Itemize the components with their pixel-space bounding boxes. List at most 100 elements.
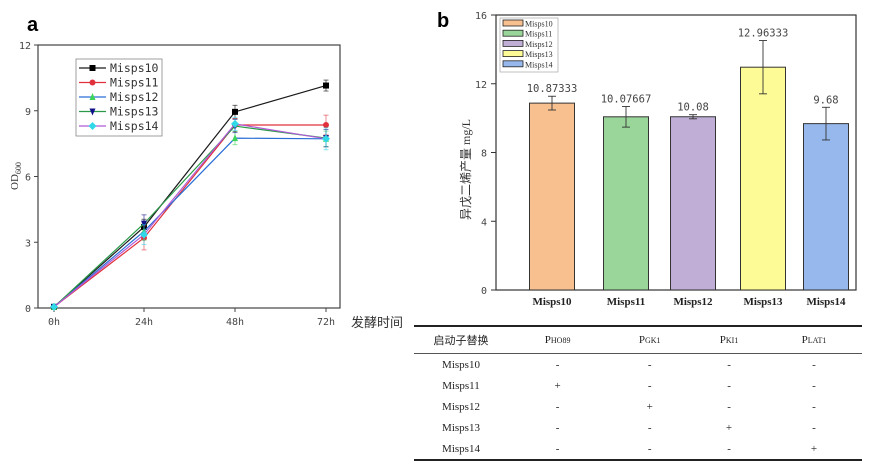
value-label: 10.08 [677, 102, 709, 114]
legend-swatch [502, 29, 524, 37]
y-axis-label-main: OD [9, 174, 21, 190]
table-header-row: 启动子替换 PHO89 PGK1 PKI1 PLAT1 [414, 326, 862, 354]
table-header-col: PGK1 [607, 326, 693, 354]
x-tick-label: Misps11 [607, 296, 646, 308]
table-row: Misps13 - - + - [414, 417, 862, 438]
table-header-col: PKI1 [692, 326, 766, 354]
row-cell: - [647, 442, 652, 455]
data-point [322, 134, 330, 143]
table-header-col: PHO89 [508, 326, 608, 354]
bar-misps11 [603, 116, 649, 291]
data-point [232, 134, 238, 142]
y-tick-label: 3 [25, 238, 31, 249]
series-line [53, 137, 327, 308]
data-point [231, 119, 239, 128]
x-tick-label: 0h [48, 317, 60, 328]
value-label: 9.68 [813, 94, 838, 106]
row-cell: - [812, 400, 816, 413]
row-strain: Misps13 [442, 421, 480, 434]
legend-marker [89, 79, 96, 86]
promoter-table: 启动子替换 PHO89 PGK1 PKI1 PLAT1 Misps10- - - - M… [414, 325, 862, 461]
row-cell: - [812, 379, 816, 392]
y-tick-label: 8 [481, 149, 487, 160]
legend-label: Misps14 [525, 60, 553, 69]
growth-line-chart: 0 3 6 9 12 0h 24h 48h 72h 发酵时间 OD600 Misps10Misps11… [9, 41, 403, 330]
data-point [323, 82, 329, 89]
legend-label: Misps10 [110, 61, 159, 75]
value-label: 10.07667 [601, 93, 652, 105]
row-strain: Misps10 [442, 358, 480, 371]
legend-label: Misps13 [110, 105, 159, 119]
row-cell: + [725, 421, 733, 434]
legend-marker [89, 93, 96, 100]
legend-marker [88, 122, 97, 130]
row-cell: + [554, 379, 561, 392]
data-point [141, 220, 147, 228]
y-tick-label: 0 [481, 286, 487, 297]
y-tick-label: 6 [25, 173, 31, 184]
row-cell: - [727, 379, 731, 392]
row-cell: - [555, 442, 560, 455]
y-tick-label: 4 [481, 217, 487, 228]
panel-label-a: a [27, 14, 39, 36]
legend-swatch [502, 19, 524, 27]
legend-label: Misps14 [110, 119, 159, 133]
legend-marker [89, 108, 96, 116]
row-cell: - [812, 358, 816, 371]
series-misps14 [50, 116, 330, 311]
y-tick-label: 0 [25, 304, 31, 315]
legend-swatch [502, 60, 524, 68]
legend-label: Misps13 [525, 50, 553, 59]
y-tick-label: 16 [475, 11, 487, 22]
data-point [232, 108, 238, 115]
row-cell: - [555, 358, 560, 371]
legend-label: Misps12 [110, 90, 158, 104]
row-cell: - [647, 358, 652, 371]
x-tick-label: Misps13 [743, 296, 783, 308]
data-point [50, 302, 58, 311]
row-cell: - [727, 358, 731, 371]
row-strain: Misps14 [442, 442, 480, 455]
legend-label: Misps10 [525, 20, 553, 29]
x-tick-label: Misps14 [806, 296, 846, 308]
value-label: 12.96333 [738, 28, 789, 40]
table-row: Misps11 + - - - [414, 375, 862, 396]
row-cell: - [647, 379, 652, 392]
value-label: 10.87333 [527, 83, 578, 95]
bar-misps13 [740, 66, 786, 291]
y-axis-label: OD600 [9, 162, 23, 190]
table-header-col: PLAT1 [765, 326, 862, 354]
legend-label: Misps12 [525, 40, 553, 49]
row-cell: - [727, 442, 731, 455]
row-cell: - [555, 421, 560, 434]
x-axis-label: 发酵时间 [351, 315, 403, 330]
row-strain: Misps12 [442, 400, 480, 413]
x-tick-label: 72h [317, 317, 335, 328]
data-point [140, 230, 148, 239]
x-tick-label: 48h [226, 317, 244, 328]
bar-misps12 [670, 116, 716, 291]
x-tick-label: 24h [135, 317, 153, 328]
table-row: Misps12 - + - - [414, 396, 862, 417]
isoprene-bar-chart: 0 4 8 12 16 异戊二烯产量 mg/L 10.87333 Misps10 10.0766… [459, 11, 857, 308]
y-axis-label: 异戊二烯产量 mg/L [459, 119, 473, 220]
row-cell: - [647, 421, 652, 434]
row-cell: - [555, 400, 560, 413]
legend-label: Misps11 [525, 30, 552, 39]
x-tick-label: Misps12 [673, 296, 713, 308]
bar-misps14 [803, 123, 849, 291]
row-cell: - [812, 421, 816, 434]
table-row: Misps10 - - - - [414, 354, 862, 376]
row-cell: + [810, 442, 818, 455]
y-axis-label-sub: 600 [14, 162, 23, 174]
y-tick-label: 12 [19, 41, 31, 52]
panel-label-b: b [437, 10, 450, 32]
x-tick-label: Misps10 [532, 296, 572, 308]
table-row: Misps14 - - - + [414, 438, 862, 460]
series-line [53, 124, 326, 308]
table-header-label: 启动子替换 [414, 326, 508, 354]
row-cell: + [646, 400, 653, 413]
legend-label: Misps11 [110, 76, 159, 90]
